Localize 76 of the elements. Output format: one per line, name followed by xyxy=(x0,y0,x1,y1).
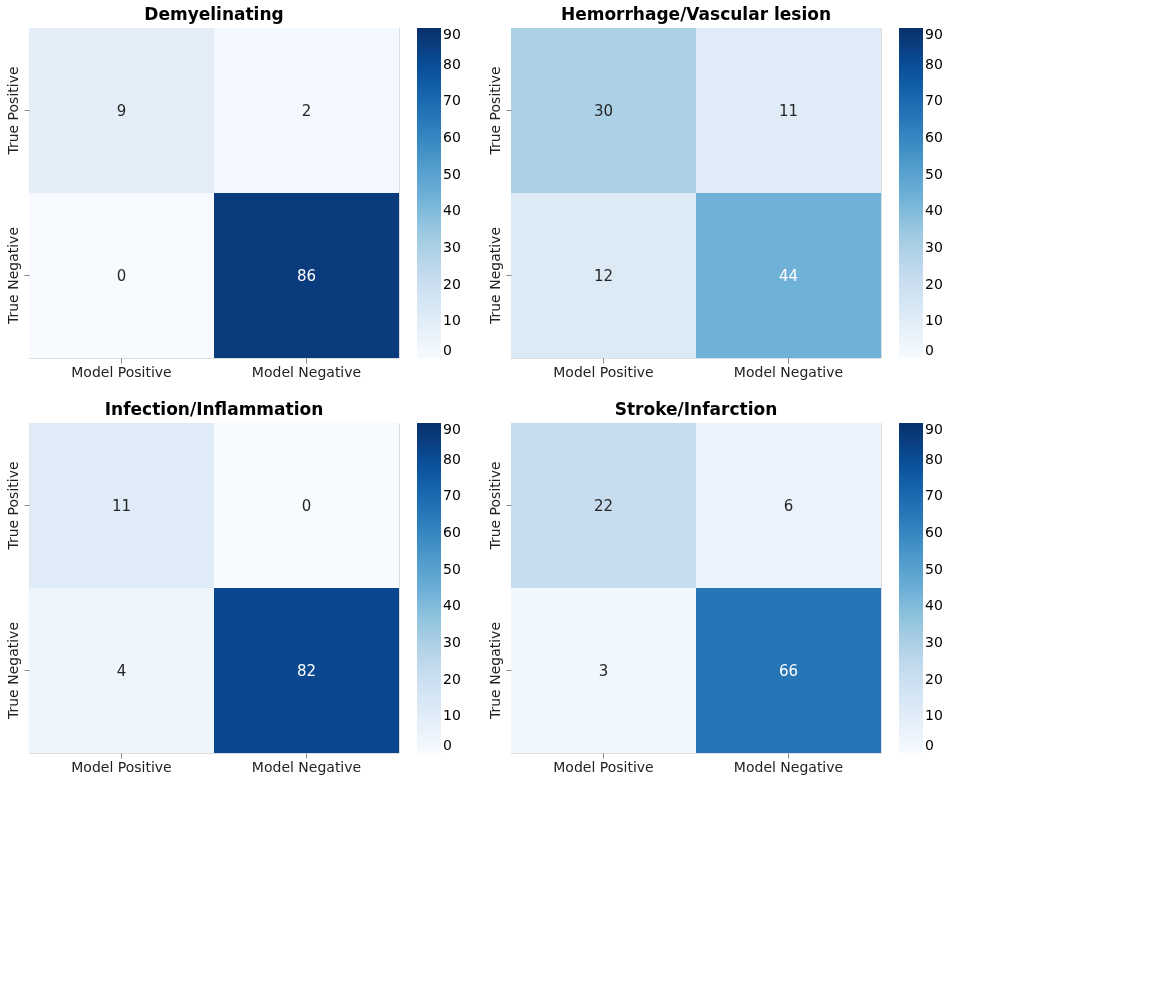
color-bar-label: 50 xyxy=(925,165,943,182)
y-tick-label: True Negative xyxy=(4,621,21,721)
color-bar-label: 30 xyxy=(443,239,461,255)
color-bar-label: 0 xyxy=(443,737,452,753)
color-bar-label: 40 xyxy=(925,202,943,219)
data-label: 44 xyxy=(778,266,799,285)
color-bar-label: 30 xyxy=(925,239,943,255)
color-bar-label: 70 xyxy=(925,92,943,109)
color-bar-label: 20 xyxy=(925,275,943,292)
y-tick-label: True Negative xyxy=(486,621,503,721)
x-tick-label: Model Positive xyxy=(71,363,172,380)
data-label: 82 xyxy=(296,661,317,680)
color-bar-label: 80 xyxy=(443,55,461,72)
data-label: 0 xyxy=(116,266,127,285)
y-tick-label: True Positive xyxy=(486,461,503,551)
color-bar-label: 60 xyxy=(443,524,461,540)
y-tick-label: True Positive xyxy=(4,461,21,551)
color-bar-label: 40 xyxy=(443,597,461,614)
x-tick-label: Model Negative xyxy=(251,363,362,380)
y-tick-label: True Positive xyxy=(486,66,503,156)
color-bar-label: 40 xyxy=(925,597,943,614)
color-bar-label: 10 xyxy=(443,707,461,724)
color-bar-label: 10 xyxy=(443,312,461,329)
color-bar-label: 0 xyxy=(925,342,934,358)
x-tick-label: Model Negative xyxy=(251,758,362,775)
data-label: 6 xyxy=(783,496,794,515)
color-bar-label: 60 xyxy=(443,129,461,145)
color-bar-label: 10 xyxy=(925,707,943,724)
x-tick-label: Model Negative xyxy=(733,758,844,775)
color-bar-label: 70 xyxy=(443,92,461,109)
color-bar-label: 90 xyxy=(443,26,461,42)
color-bar-label: 60 xyxy=(925,129,943,145)
chart-title: Hemorrhage/Vascular lesion xyxy=(560,4,832,24)
color-bar-label: 60 xyxy=(925,524,943,540)
data-label: 2 xyxy=(301,101,312,120)
chart-title: Stroke/Infarction xyxy=(614,399,778,419)
y-tick-label: True Positive xyxy=(4,66,21,156)
color-bar-label: 30 xyxy=(443,634,461,650)
x-tick-label: Model Positive xyxy=(553,363,654,380)
color-bar-label: 0 xyxy=(925,737,934,753)
data-label: 11 xyxy=(778,101,799,120)
chart-title: Infection/Inflammation xyxy=(104,399,324,419)
data-label: 30 xyxy=(593,101,614,120)
x-tick-label: Model Positive xyxy=(71,758,172,775)
color-bar-label: 80 xyxy=(925,55,943,72)
color-bar-label: 90 xyxy=(925,421,943,437)
color-bar-label: 90 xyxy=(443,421,461,437)
color-bar-label: 50 xyxy=(925,560,943,577)
color-bar-label: 0 xyxy=(443,342,452,358)
color-bar-label: 30 xyxy=(925,634,943,650)
color-bar-label: 20 xyxy=(925,670,943,687)
chart-title: Demyelinating xyxy=(144,4,284,24)
color-bar-label: 20 xyxy=(443,275,461,292)
color-bar-label: 80 xyxy=(925,450,943,467)
color-bar-label: 90 xyxy=(925,26,943,42)
data-label: 12 xyxy=(593,266,614,285)
x-tick-label: Model Positive xyxy=(553,758,654,775)
color-bar-label: 20 xyxy=(443,670,461,687)
x-tick-label: Model Negative xyxy=(733,363,844,380)
color-bar-label: 50 xyxy=(443,560,461,577)
data-label: 0 xyxy=(301,496,312,515)
data-label: 86 xyxy=(296,266,317,285)
data-label: 66 xyxy=(778,661,799,680)
color-bar-label: 70 xyxy=(925,487,943,504)
color-bar-label: 70 xyxy=(443,487,461,504)
y-tick-label: True Negative xyxy=(486,226,503,326)
color-bar-label: 50 xyxy=(443,165,461,182)
data-label: 22 xyxy=(593,496,614,515)
color-bar-label: 80 xyxy=(443,450,461,467)
data-label: 4 xyxy=(116,661,127,680)
y-tick-label: True Negative xyxy=(4,226,21,326)
color-bar-label: 40 xyxy=(443,202,461,219)
data-label: 3 xyxy=(598,661,609,680)
data-label: 11 xyxy=(111,496,132,515)
data-label: 9 xyxy=(116,101,127,120)
color-bar-label: 10 xyxy=(925,312,943,329)
